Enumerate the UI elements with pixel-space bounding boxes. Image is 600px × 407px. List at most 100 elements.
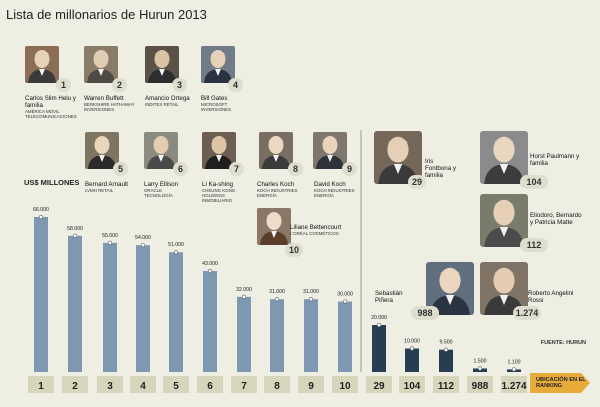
bar-marker-10: [342, 299, 348, 304]
portrait-10: [257, 208, 291, 245]
person-company: KOCH INDUSTRIES Energía: [257, 188, 298, 198]
rank-badge-6: 6: [173, 162, 188, 176]
bar-marker-104: [409, 346, 415, 351]
rank-tick-2: 2: [72, 381, 78, 392]
bar-8: [270, 299, 284, 372]
legend-label: UBICACIÓN EN EL RANKING: [536, 377, 586, 389]
bar-marker-29: [376, 322, 382, 328]
value-label-1: 66.000: [33, 207, 49, 213]
bar-10: [338, 301, 352, 372]
rank-tick-4: 4: [140, 381, 146, 392]
rank-tile-9: [298, 376, 324, 393]
person-name: Roberto Angelini Rossi: [528, 290, 574, 304]
portrait-8: [259, 132, 293, 169]
rank-tick-29: 29: [373, 381, 385, 392]
person-company: L'ORÉAL Cosméticos: [290, 231, 339, 236]
bar-4: [136, 245, 150, 372]
rank-tick-7: 7: [241, 381, 247, 392]
rank-tile-10: [332, 376, 358, 393]
person-caption: Horst Paulmann y familia: [530, 153, 584, 167]
source-note: FUENTE: HURUN: [540, 340, 586, 346]
person-name: Eliodoro, Bernardo y Patricia Matte: [530, 212, 582, 226]
person-company: AMÉRICA MOVIL Telecomunicaciones: [25, 109, 77, 119]
rank-tick-1.274: 1.274: [501, 381, 526, 392]
value-label-5: 51.000: [168, 242, 184, 248]
rank-badge-3: 3: [172, 78, 187, 92]
rank-tick-3: 3: [107, 381, 113, 392]
bar-7: [237, 296, 251, 372]
value-label-988: 1.500: [474, 358, 487, 364]
person-caption: Liliane Bettencourt L'ORÉAL Cosméticos: [290, 224, 354, 236]
portrait-112: [480, 194, 528, 247]
value-label-1.274: 1.100: [508, 359, 521, 365]
person-caption: David Koch KOCH INDUSTRIES Energía: [314, 181, 360, 198]
rank-tile-988: [467, 376, 493, 393]
rank-tile-29: [366, 376, 392, 393]
person-caption: Iris Fontbona y familia: [425, 158, 461, 179]
person-caption: Li Ka-shing CHEUNG KONG HOLDINGS Inmobili…: [202, 181, 254, 203]
person-company: ORACLE Tecnología: [144, 188, 173, 198]
rank-tile-7: [231, 376, 257, 393]
person-company: INDITEX Retail: [145, 102, 179, 107]
rank-tile-112: [433, 376, 459, 393]
rank-tile-3: [97, 376, 123, 393]
rank-badge-104: 104: [520, 175, 548, 189]
bar-29: [372, 325, 386, 372]
rank-badge-9: 9: [342, 162, 357, 176]
person-caption: Charles Koch KOCH INDUSTRIES Energía: [257, 181, 303, 198]
person-company: KOCH INDUSTRIES Energía: [314, 188, 355, 198]
person-company: LVMH Retail: [85, 188, 114, 193]
bar-marker-3: [107, 240, 113, 245]
portrait-2: [84, 46, 118, 83]
bar-3: [103, 242, 117, 372]
person-name: Carlos Slim Helu y familia: [25, 95, 76, 109]
value-label-10: 30.000: [337, 292, 353, 298]
value-label-8: 31.000: [269, 289, 285, 295]
bar-marker-8: [274, 297, 280, 302]
portrait-4: [201, 46, 235, 83]
bar-marker-7: [241, 294, 247, 299]
portrait-9: [313, 132, 347, 169]
value-label-7: 32.000: [236, 287, 252, 293]
rank-tile-4: [130, 376, 156, 393]
person-caption: Sebastián Piñera: [375, 290, 411, 304]
rank-tile-104: [399, 376, 425, 393]
value-label-6: 43.000: [202, 261, 218, 267]
portrait-6: [144, 132, 178, 169]
person-company: BERKSHIRE HATHAWAY Inversiones: [84, 102, 135, 112]
person-name: Horst Paulmann y familia: [530, 153, 580, 167]
portrait-988: [426, 262, 474, 315]
rank-badge-5: 5: [113, 162, 128, 176]
bar-2: [68, 235, 82, 372]
value-label-3: 55.000: [102, 233, 118, 239]
rank-badge-2: 2: [112, 78, 127, 92]
bar-marker-6: [207, 268, 213, 274]
portrait-3: [145, 46, 179, 83]
rank-badge-112: 112: [520, 238, 548, 252]
rank-badge-1: 1: [56, 78, 71, 92]
bar-marker-5: [173, 250, 179, 255]
rank-badge-10: 10: [285, 243, 303, 257]
person-name: Charles Koch: [257, 181, 295, 188]
bar-5: [169, 252, 183, 372]
rank-tick-10: 10: [339, 381, 351, 392]
portrait-1: [25, 46, 59, 83]
rank-tile-1: [28, 376, 54, 393]
person-name: Warren Buffett: [84, 95, 124, 102]
ranking-legend: UBICACIÓN EN EL RANKING: [530, 373, 590, 393]
y-axis-unit-label: US$ MILLONES: [24, 178, 80, 187]
chart-title: Lista de millonarios de Hurun 2013: [6, 7, 207, 22]
rank-tick-6: 6: [207, 381, 213, 392]
person-name: David Koch: [314, 181, 346, 188]
rank-badge-8: 8: [288, 162, 303, 176]
person-company: CHEUNG KONG HOLDINGS Inmobiliario: [202, 188, 236, 203]
person-name: Bill Gates: [201, 95, 228, 102]
bar-marker-2: [72, 233, 78, 238]
value-label-2: 58.000: [67, 226, 83, 232]
rank-tick-5: 5: [173, 381, 179, 392]
person-caption: Amancio Ortega INDITEX Retail: [145, 95, 193, 107]
value-label-4: 54.000: [135, 235, 151, 241]
person-name: Liliane Bettencourt: [290, 224, 342, 231]
rank-badge-4: 4: [228, 78, 243, 92]
